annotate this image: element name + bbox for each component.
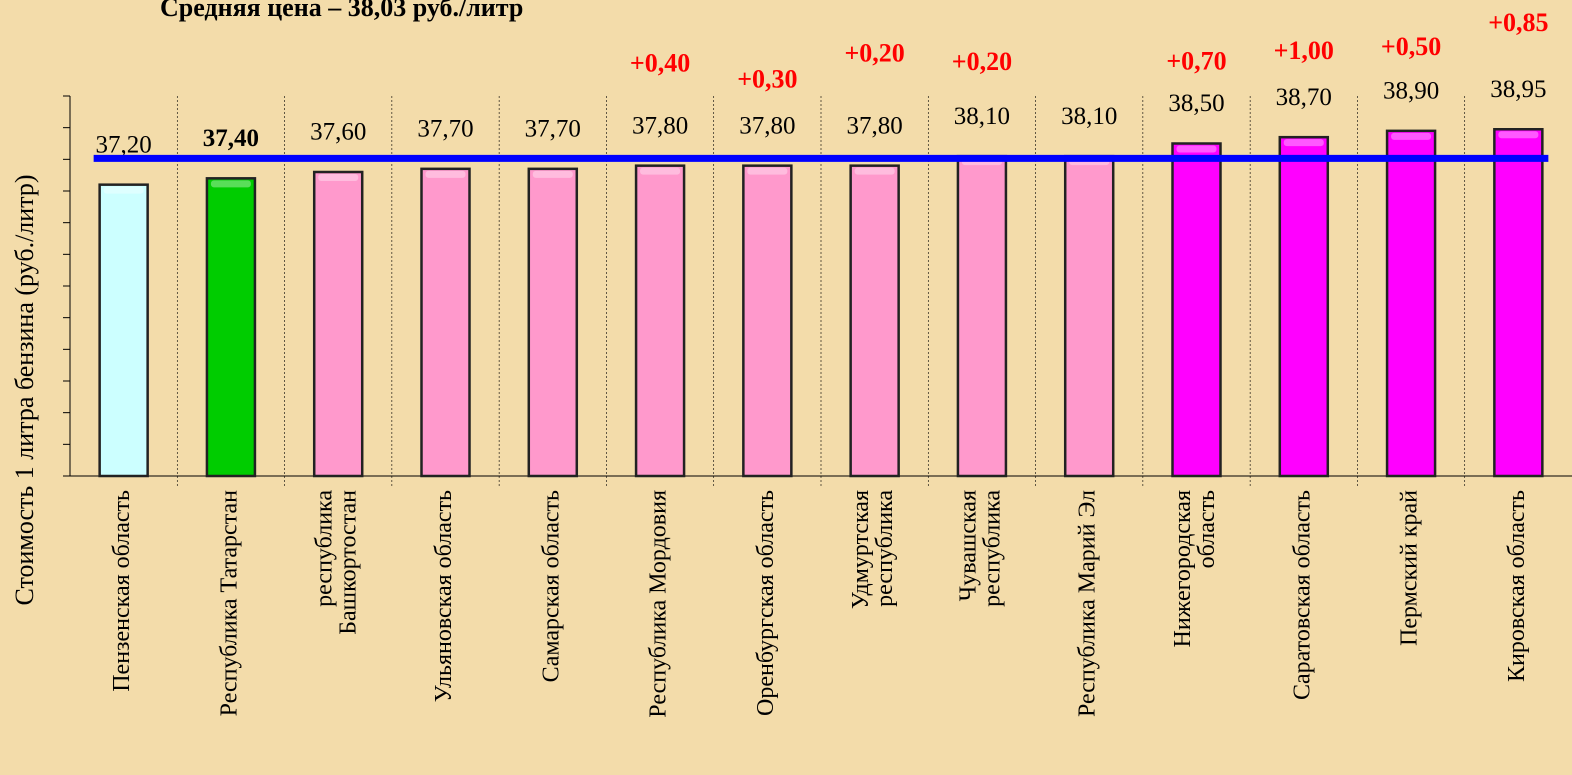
bar	[312, 170, 364, 478]
value-label: 37,20	[96, 131, 152, 158]
bar-highlight	[854, 167, 895, 175]
change-label: +0,20	[952, 47, 1012, 76]
x-tick-label: область	[1194, 490, 1220, 568]
x-tick-label: республика	[979, 490, 1005, 607]
change-label: +0,20	[844, 39, 904, 68]
x-tick-label: Саратовская область	[1289, 490, 1315, 700]
bar-highlight	[425, 170, 466, 178]
bar	[956, 154, 1008, 478]
x-tick-label: Пензенская область	[109, 490, 135, 692]
x-tick-label: республика	[872, 490, 898, 607]
change-label: +0,30	[737, 65, 797, 94]
bar-highlight	[318, 174, 359, 181]
x-tick-label-group: Республика Марий Эл	[1075, 490, 1101, 717]
value-label: 38,90	[1383, 78, 1439, 105]
x-tick-label: Оренбургская область	[753, 490, 779, 716]
value-label: 37,40	[203, 125, 259, 152]
x-tick-label: Ульяновская область	[431, 490, 457, 702]
x-tick-label: республика	[312, 490, 338, 607]
bar-highlight	[532, 170, 573, 178]
change-label: +1,00	[1274, 36, 1334, 65]
x-tick-label-group: Пензенская область	[109, 490, 135, 692]
x-tick-label-group: Ульяновская область	[431, 490, 457, 702]
x-tick-label-group: Самарская область	[538, 490, 564, 682]
bar-highlight	[1391, 132, 1432, 140]
bar-highlight	[1176, 145, 1217, 153]
bar-highlight	[1283, 139, 1324, 147]
x-tick-label: Нижегородская	[1170, 490, 1196, 648]
value-label: 37,60	[310, 119, 366, 146]
bar	[634, 164, 686, 478]
x-tick-label: Республика Марий Эл	[1075, 490, 1101, 717]
x-tick-label: Самарская область	[538, 490, 564, 682]
value-label: 38,50	[1168, 90, 1224, 117]
value-label: 38,10	[954, 103, 1010, 130]
value-label: 38,10	[1061, 103, 1117, 130]
x-tick-label-group: Саратовская область	[1289, 490, 1315, 700]
x-tick-label-group: Оренбургская область	[753, 490, 779, 716]
bar-highlight	[747, 167, 788, 175]
x-tick-label: Пермский край	[1397, 490, 1423, 646]
change-label: +0,50	[1381, 32, 1441, 61]
x-tick-label-group: Республика Татарстан	[216, 490, 242, 716]
bar-highlight	[210, 180, 251, 188]
x-tick-label-group: Республика Мордовия	[646, 490, 672, 718]
value-label: 38,70	[1276, 84, 1332, 111]
value-label: 37,80	[847, 112, 903, 139]
x-tick-label-group: Кировская область	[1504, 490, 1530, 682]
value-label: 38,95	[1490, 76, 1546, 103]
bar-highlight	[1498, 131, 1539, 139]
y-axis-title: Стоимость 1 литра бензина (руб./литр)	[10, 174, 39, 605]
change-label: +0,70	[1166, 46, 1226, 75]
x-tick-label-group: Пермский край	[1397, 490, 1423, 646]
bar-highlight	[640, 167, 681, 175]
value-label: 37,80	[739, 112, 795, 139]
change-label: +0,85	[1488, 8, 1548, 37]
bar	[849, 164, 900, 478]
change-label: +0,40	[630, 49, 690, 78]
x-tick-label: Кировская область	[1504, 490, 1530, 682]
bar	[1385, 129, 1437, 478]
bar	[742, 164, 793, 478]
x-tick-label: Башкортостан	[336, 490, 362, 635]
x-tick-label: Удмуртская	[848, 490, 874, 609]
value-label: 37,80	[632, 112, 688, 139]
bar	[527, 167, 579, 478]
x-tick-label: Чувашская	[955, 490, 981, 601]
bar	[1278, 135, 1330, 478]
x-tick-label: Республика Татарстан	[216, 490, 242, 716]
chart-title: Средняя цена – 38,03 руб./литр	[160, 0, 523, 22]
value-label: 37,70	[417, 116, 473, 143]
bar	[1493, 128, 1544, 478]
value-label: 37,70	[525, 116, 581, 143]
bar	[1063, 154, 1115, 478]
bar	[98, 183, 149, 478]
x-tick-label: Республика Мордовия	[646, 490, 672, 718]
bar	[1171, 142, 1222, 478]
bar	[420, 167, 471, 478]
bar-highlight	[103, 186, 144, 194]
bar	[205, 177, 257, 478]
